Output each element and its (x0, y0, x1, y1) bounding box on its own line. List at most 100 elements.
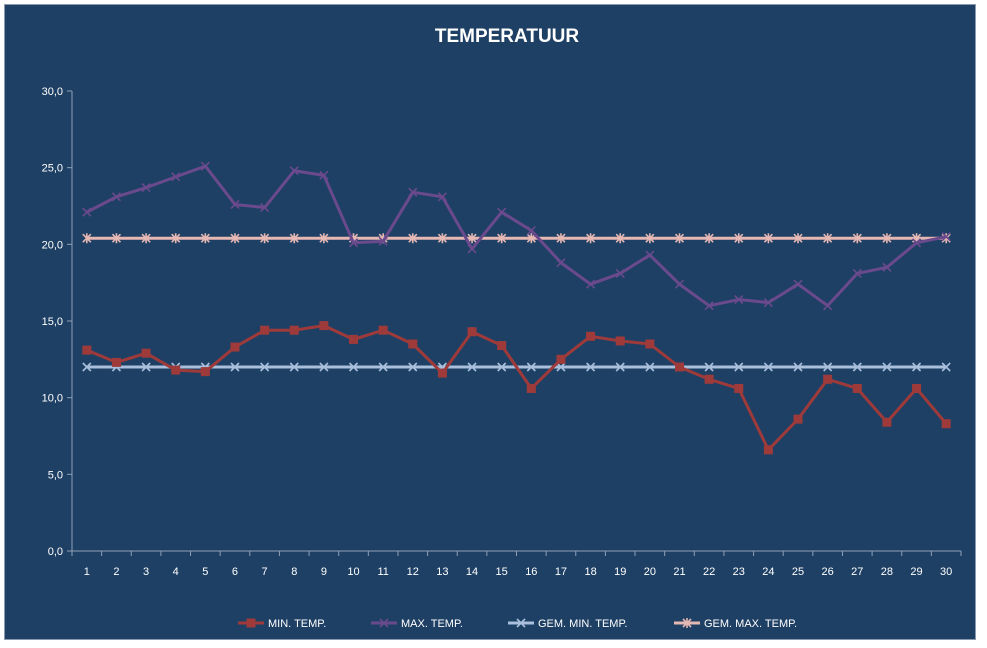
legend-label: GEM. MIN. TEMP. (538, 618, 627, 630)
data-point-max-temp (852, 268, 862, 279)
data-point-max-temp (615, 268, 625, 279)
chart-frame: TEMPERATUUR 0,0 5,0 10,0 15,0 20,0 25,0 30,0 1 2… (4, 4, 976, 640)
data-point-gem-min-temp (823, 362, 833, 372)
data-point-gem-min-temp (289, 362, 299, 372)
data-point-gem-max-temp (645, 233, 655, 244)
data-point-min-temp (378, 325, 388, 335)
x-tick-label: 14 (466, 566, 478, 578)
data-point-gem-max-temp (615, 233, 625, 244)
data-point-gem-max-temp (82, 233, 92, 244)
x-tick-label: 17 (555, 566, 567, 578)
data-point-max-temp (556, 258, 566, 268)
data-point-min-temp (882, 417, 892, 427)
data-point-max-temp (526, 225, 536, 236)
x-tick-label: 1 (84, 566, 90, 578)
y-tick-label: 5,0 (48, 469, 63, 481)
data-point-max-temp (823, 301, 833, 311)
data-point-max-temp (704, 301, 714, 311)
data-point-gem-max-temp (674, 233, 685, 244)
data-point-max-temp (171, 172, 181, 182)
y-tick-label: 10,0 (42, 393, 63, 405)
data-point-gem-max-temp (260, 233, 270, 244)
series-gem-max-temp (82, 233, 951, 244)
x-tick-label: 28 (881, 566, 893, 578)
data-point-gem-min-temp (586, 362, 596, 372)
data-point-max-temp (111, 192, 122, 202)
data-point-min-temp (200, 367, 210, 377)
data-point-max-temp (378, 236, 388, 246)
axes: 0,05,010,015,020,025,030,01 2 3 4 5 6 7 8 9 10 11 1… (42, 86, 962, 578)
data-point-max-temp (586, 279, 596, 289)
data-point-max-temp (941, 232, 951, 242)
x-tick-label: 23 (733, 566, 745, 578)
x-tick-label: 21 (673, 566, 685, 578)
data-point-gem-min-temp (82, 362, 92, 372)
data-point-gem-max-temp (497, 233, 507, 244)
data-point-gem-max-temp (141, 233, 151, 244)
data-point-max-temp (793, 279, 803, 289)
series-line-min-temp (86, 324, 948, 452)
data-point-gem-max-temp (289, 233, 299, 244)
x-tick-label: 22 (703, 566, 715, 578)
x-tick-label: 8 (291, 566, 297, 578)
data-point-gem-max-temp (111, 233, 122, 244)
legend-swatch-marker (246, 618, 256, 628)
data-point-max-temp (230, 199, 240, 210)
x-tick-label: 30 (940, 566, 952, 578)
data-point-min-temp (497, 341, 507, 351)
data-point-min-temp (526, 383, 536, 393)
data-point-gem-max-temp (408, 233, 418, 244)
data-point-max-temp (763, 298, 773, 308)
x-tick-label: 15 (496, 566, 508, 578)
data-point-max-temp (141, 183, 151, 193)
data-point-max-temp (882, 262, 892, 272)
data-point-gem-min-temp (319, 362, 329, 372)
data-point-min-temp (793, 414, 803, 424)
data-point-gem-max-temp (200, 233, 210, 244)
legend-item-min-temp: MIN. TEMP. (238, 618, 326, 630)
data-point-gem-min-temp (941, 362, 951, 372)
data-point-gem-min-temp (230, 362, 240, 372)
data-point-max-temp (645, 250, 655, 260)
data-point-gem-max-temp (467, 233, 477, 244)
data-point-gem-max-temp (171, 233, 181, 244)
x-tick-label: 5 (202, 566, 208, 578)
legend-swatch-marker (682, 618, 692, 628)
data-point-gem-min-temp (763, 362, 773, 372)
series-min-temp (82, 321, 951, 455)
data-point-gem-min-temp (408, 362, 418, 372)
legend-swatch-marker (379, 618, 389, 628)
data-point-gem-max-temp (882, 233, 892, 244)
legend-swatch-marker (516, 618, 526, 628)
data-point-max-temp (408, 187, 418, 197)
x-tick-label: 10 (347, 566, 359, 578)
temperature-chart: TEMPERATUUR 0,05,010,015,020,025,030,01 2… (42, 26, 962, 630)
x-tick-label: 26 (822, 566, 834, 578)
x-tick-label: 13 (436, 566, 448, 578)
x-tick-label: 27 (851, 566, 863, 578)
data-point-max-temp (289, 166, 299, 176)
data-point-gem-max-temp (319, 233, 329, 244)
data-point-gem-max-temp (437, 233, 447, 244)
data-point-gem-min-temp (793, 362, 803, 372)
data-point-max-temp (82, 207, 92, 217)
data-point-gem-min-temp (260, 362, 270, 372)
data-point-max-temp (734, 294, 744, 305)
data-point-gem-max-temp (941, 233, 951, 244)
x-tick-label: 2 (113, 566, 119, 578)
x-tick-label: 4 (173, 566, 179, 578)
data-point-gem-max-temp (586, 233, 596, 244)
x-tick-label: 12 (407, 566, 419, 578)
data-point-min-temp (82, 345, 92, 355)
data-point-min-temp (141, 348, 151, 358)
data-point-min-temp (111, 357, 121, 367)
y-tick-label: 15,0 (42, 316, 63, 328)
x-tick-label: 6 (232, 566, 238, 578)
data-point-gem-min-temp (734, 362, 744, 372)
legend-label: MAX. TEMP. (401, 618, 463, 630)
data-point-max-temp (348, 238, 359, 248)
data-point-min-temp (704, 374, 714, 384)
data-point-min-temp (319, 321, 329, 331)
data-point-min-temp (734, 383, 744, 393)
data-point-min-temp (437, 368, 447, 378)
